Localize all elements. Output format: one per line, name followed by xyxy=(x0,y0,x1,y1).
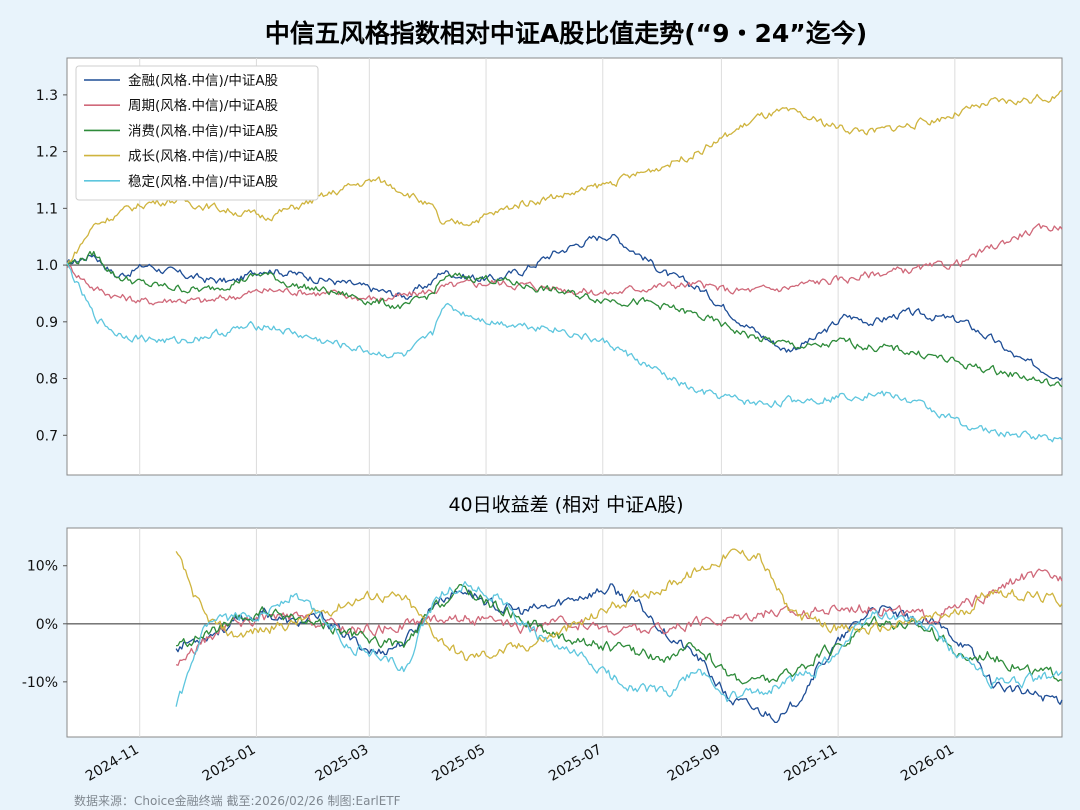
main-series-line xyxy=(66,89,1063,265)
sub-series-line xyxy=(175,568,1063,666)
main-series-line xyxy=(66,223,1063,306)
main-series-line xyxy=(66,262,1063,443)
x-tick-label: 2025-03 xyxy=(313,742,372,785)
sub-chart-y-ticks: 10% 0% -10% xyxy=(22,559,67,691)
main-chart-y-ticks: 0.7 0.8 0.9 1.0 1.1 1.2 1.3 xyxy=(36,88,67,444)
x-tick-label: 2025-11 xyxy=(781,742,840,785)
x-tick-label: 2025-05 xyxy=(429,742,488,785)
legend-label: 成长(风格.中信)/中证A股 xyxy=(128,149,279,165)
main-series-line xyxy=(66,233,1063,381)
y-tick-label: 1.2 xyxy=(36,145,58,161)
legend-label: 金融(风格.中信)/中证A股 xyxy=(128,73,279,89)
y-tick-label: 0.8 xyxy=(36,372,58,388)
x-tick-label: 2026-01 xyxy=(898,742,957,785)
y-tick-label: -10% xyxy=(22,675,58,691)
x-axis-ticks: 2024-11 2025-01 2025-03 2025-05 2025-07 2025-… xyxy=(83,742,957,785)
legend-label: 消费(风格.中信)/中证A股 xyxy=(128,123,279,139)
sub-chart-title: 40日收益差 (相对 中证A股) xyxy=(448,494,683,516)
x-tick-label: 2025-07 xyxy=(546,742,605,785)
sub-series-line xyxy=(175,581,1063,707)
legend-box xyxy=(75,65,319,201)
y-tick-label: 10% xyxy=(27,559,58,575)
x-tick-label: 2024-11 xyxy=(83,742,142,785)
chart-legend: 金融(风格.中信)/中证A股周期(风格.中信)/中证A股消费(风格.中信)/中证… xyxy=(75,65,319,201)
main-chart-series xyxy=(66,89,1063,443)
sub-series-line xyxy=(175,548,1063,662)
legend-label: 稳定(风格.中信)/中证A股 xyxy=(128,174,279,190)
y-tick-label: 1.3 xyxy=(36,88,58,104)
y-tick-label: 1.1 xyxy=(36,201,58,217)
legend-label: 周期(风格.中信)/中证A股 xyxy=(128,98,279,114)
sub-chart-series xyxy=(175,548,1063,724)
main-chart-title: 中信五风格指数相对中证A股比值走势(“9・24”迄今) xyxy=(265,19,867,48)
x-tick-label: 2025-09 xyxy=(665,742,724,785)
source-note: 数据来源：Choice金融终端 截至:2026/02/26 制图:EarlETF xyxy=(74,793,401,808)
main-series-line xyxy=(66,250,1063,388)
y-tick-label: 0% xyxy=(36,617,58,633)
sub-plot-area xyxy=(66,527,1063,738)
y-tick-label: 1.0 xyxy=(36,258,58,274)
x-tick-label: 2025-01 xyxy=(200,742,259,785)
y-tick-label: 0.7 xyxy=(36,428,58,444)
y-tick-label: 0.9 xyxy=(36,315,58,331)
